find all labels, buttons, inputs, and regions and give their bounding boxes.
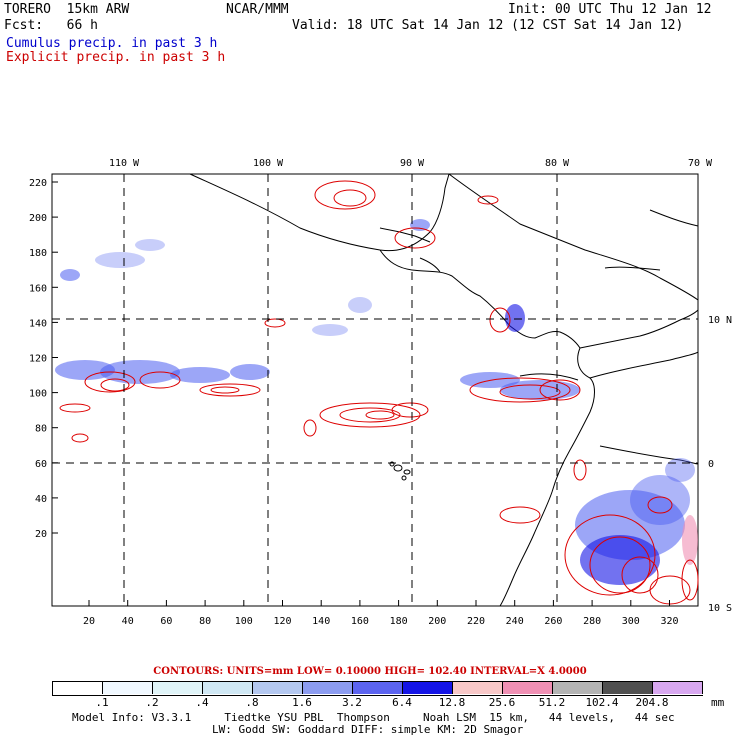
cumulus-legend: Cumulus precip. in past 3 h [6, 36, 218, 51]
explicit-legend: Explicit precip. in past 3 h [6, 50, 226, 65]
lon-label-70w: 70 W [688, 158, 713, 169]
x-tick-label: 220 [467, 616, 485, 627]
colorbar-cell [553, 682, 603, 694]
y-tick-label: 40 [35, 494, 47, 505]
contour-info: CONTOURS: UNITS=mm LOW= 0.10000 HIGH= 10… [153, 666, 587, 677]
colorbar-cell [603, 682, 653, 694]
y-axis: 220 200 180 160 140 120 100 80 60 40 20 [29, 178, 58, 540]
institution: NCAR/MMM [226, 2, 289, 17]
x-tick-label: 240 [506, 616, 524, 627]
colorbar-cell [203, 682, 253, 694]
y-tick-label: 200 [29, 213, 47, 224]
colorbar-cell [53, 682, 103, 694]
colorbar-cell [653, 682, 703, 694]
colorbar-label: 102.4 [585, 696, 619, 709]
colorbar-unit: mm [711, 696, 725, 709]
x-tick-label: 180 [390, 616, 408, 627]
x-tick-label: 160 [351, 616, 369, 627]
lat-lon-grid [52, 174, 698, 606]
init-time: Init: 00 UTC Thu 12 Jan 12 [508, 2, 712, 17]
colorbar-cell [403, 682, 453, 694]
y-tick-label: 160 [29, 283, 47, 294]
x-tick-label: 120 [273, 616, 291, 627]
explicit-precip-contours [59, 180, 699, 605]
y-tick-label: 140 [29, 318, 47, 329]
galapagos-islands [389, 461, 411, 481]
x-tick-label: 260 [544, 616, 562, 627]
cumulus-precip [55, 219, 698, 585]
model-title: TORERO 15km ARW [4, 2, 130, 17]
colorbar-label: 25.6 [488, 696, 516, 709]
x-tick-label: 300 [622, 616, 640, 627]
colorbar-cell [253, 682, 303, 694]
forecast-hour: Fcst: 66 h [4, 18, 98, 33]
valid-time: Valid: 18 UTC Sat 14 Jan 12 (12 CST Sat … [292, 18, 684, 33]
lat-label-10s: 10 S [708, 603, 732, 614]
colorbar-label: 204.8 [635, 696, 669, 709]
colorbar-label: .2 [145, 696, 159, 709]
model-info: Model Info: V3.3.1 Tiedtke YSU PBL Thomp… [72, 711, 675, 724]
x-axis: 20 40 60 80 100 120 140 160 180 200 220 240 260 280 30… [83, 600, 679, 627]
colorbar-label: 51.2 [538, 696, 566, 709]
colorbar-label: .8 [245, 696, 259, 709]
colorbar-label: .1 [95, 696, 109, 709]
x-tick-label: 280 [583, 616, 601, 627]
colorbar-cell [353, 682, 403, 694]
x-tick-label: 100 [235, 616, 253, 627]
y-tick-label: 20 [35, 529, 47, 540]
x-tick-label: 80 [199, 616, 211, 627]
y-tick-label: 220 [29, 178, 47, 189]
x-tick-label: 20 [83, 616, 95, 627]
colorbar-label: 1.6 [292, 696, 312, 709]
lon-label-80w: 80 W [545, 158, 570, 169]
x-tick-label: 60 [160, 616, 172, 627]
colorbar-cell [503, 682, 553, 694]
x-tick-label: 320 [660, 616, 678, 627]
colorbar-label: 3.2 [342, 696, 362, 709]
precip-map: 220 200 180 160 140 120 100 80 60 40 20 20 40 60 80 10… [29, 158, 732, 627]
y-tick-label: 100 [29, 389, 47, 400]
colorbar-cell [153, 682, 203, 694]
x-tick-label: 200 [428, 616, 446, 627]
lon-label-110w: 110 W [109, 158, 140, 169]
lat-label-10n: 10 N [708, 315, 732, 326]
lon-label-90w: 90 W [400, 158, 425, 169]
y-tick-label: 80 [35, 424, 47, 435]
colorbar-cell [103, 682, 153, 694]
colorbar-label: 12.8 [438, 696, 466, 709]
y-tick-label: 120 [29, 354, 47, 365]
lat-label-0: 0 [708, 459, 714, 470]
colorbar-label: .4 [195, 696, 209, 709]
colorbar [52, 681, 703, 696]
colorbar-label: 6.4 [392, 696, 412, 709]
x-tick-label: 140 [312, 616, 330, 627]
y-tick-label: 60 [35, 459, 47, 470]
x-tick-label: 40 [122, 616, 134, 627]
y-tick-label: 180 [29, 248, 47, 259]
model-physics: LW: Godd SW: Goddard DIFF: simple KM: 2D… [212, 723, 524, 736]
lon-label-100w: 100 W [253, 158, 284, 169]
colorbar-cell [303, 682, 353, 694]
colorbar-cell [453, 682, 503, 694]
